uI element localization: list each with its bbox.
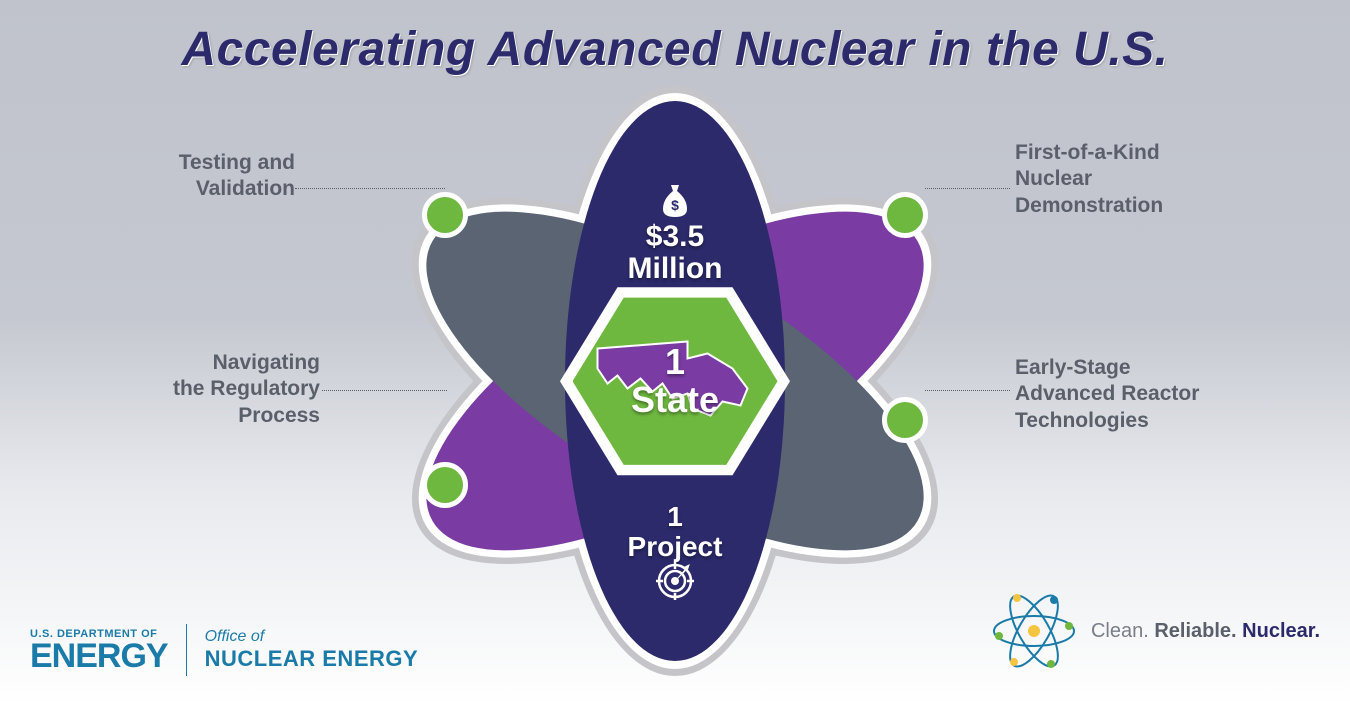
page-title: Accelerating Advanced Nuclear in the U.S… bbox=[0, 22, 1350, 77]
center-line2: State bbox=[631, 381, 719, 419]
atom-diagram: $ $3.5 Million 1 State 1 Project bbox=[365, 71, 985, 691]
target-icon bbox=[655, 561, 695, 606]
electron-node bbox=[882, 397, 928, 443]
callout-top-right: First-of-a-KindNuclearDemonstration bbox=[1015, 140, 1235, 219]
center-hexagon: 1 State bbox=[560, 281, 790, 481]
tagline-word2: Reliable. bbox=[1154, 620, 1236, 642]
office-small-text: Office of bbox=[205, 628, 419, 646]
top-stat: $3.5 Million bbox=[628, 221, 723, 284]
footer-tagline-block: Clean. Reliable. Nuclear. bbox=[989, 586, 1320, 676]
center-line1: 1 bbox=[631, 343, 719, 381]
bottom-stat-line2: Project bbox=[628, 532, 723, 561]
connector-line bbox=[295, 188, 445, 189]
tagline: Clean. Reliable. Nuclear. bbox=[1091, 620, 1320, 643]
callout-bottom-left: Navigatingthe RegulatoryProcess bbox=[120, 350, 320, 429]
electron-node bbox=[882, 192, 928, 238]
callout-top-left: Testing andValidation bbox=[120, 150, 295, 203]
tagline-word3: Nuclear. bbox=[1242, 620, 1320, 642]
doe-block: U.S. DEPARTMENT OF ENERGY bbox=[30, 628, 168, 672]
top-stat-line1: $3.5 bbox=[628, 221, 723, 253]
top-stat-line2: Million bbox=[628, 253, 723, 285]
office-big-text: NUCLEAR ENERGY bbox=[205, 646, 419, 672]
svg-text:$: $ bbox=[671, 197, 679, 213]
tagline-word1: Clean. bbox=[1091, 620, 1149, 642]
atom-logo-icon bbox=[989, 586, 1079, 676]
bottom-stat: 1 Project bbox=[628, 502, 723, 561]
center-text: 1 State bbox=[631, 343, 719, 419]
electron-node bbox=[422, 462, 468, 508]
connector-line bbox=[322, 390, 447, 391]
bottom-stat-line1: 1 bbox=[628, 502, 723, 531]
connector-line bbox=[925, 188, 1010, 189]
electron-node bbox=[422, 192, 468, 238]
footer-divider bbox=[186, 624, 187, 676]
doe-big-text: ENERGY bbox=[30, 640, 168, 672]
connector-line bbox=[925, 390, 1010, 391]
office-block: Office of NUCLEAR ENERGY bbox=[205, 628, 419, 672]
footer-doe-logo: U.S. DEPARTMENT OF ENERGY Office of NUCL… bbox=[30, 624, 418, 676]
callout-bottom-right: Early-StageAdvanced ReactorTechnologies bbox=[1015, 355, 1245, 434]
